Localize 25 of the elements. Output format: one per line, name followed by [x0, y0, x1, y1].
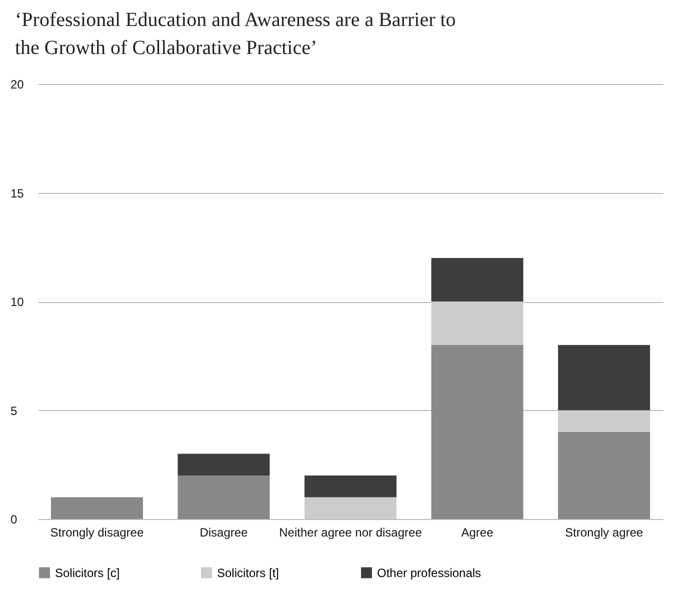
x-tick-label: Agree — [461, 526, 494, 540]
bar — [50, 497, 143, 519]
bar — [431, 302, 524, 345]
bar — [304, 497, 396, 519]
bar — [558, 410, 650, 432]
x-tick-label: Disagree — [200, 526, 248, 540]
y-tick-label: 20 — [10, 78, 24, 92]
y-tick-label: 0 — [10, 512, 18, 526]
bar — [558, 345, 650, 410]
bar — [178, 476, 270, 519]
y-tick-label: 10 — [10, 295, 24, 309]
bar — [304, 476, 396, 498]
y-tick-label: 5 — [10, 404, 18, 418]
bar — [431, 258, 524, 302]
legend-label: Solicitors [t] — [217, 566, 280, 580]
bar — [178, 454, 270, 476]
y-tick-label: 15 — [10, 186, 24, 200]
bar — [558, 432, 650, 519]
legend-label: Other professionals — [377, 566, 482, 580]
x-tick-label: Strongly agree — [565, 526, 644, 540]
x-tick-label: Strongly disagree — [50, 526, 144, 540]
bar — [431, 345, 524, 519]
x-tick-label: Neither agree nor disagree — [279, 526, 422, 540]
chart-title: ‘Professional Education and Awareness are a Barrier to the Growth of Collaborative Practice’ — [15, 9, 456, 59]
legend-label: Solicitors [c] — [55, 566, 120, 580]
